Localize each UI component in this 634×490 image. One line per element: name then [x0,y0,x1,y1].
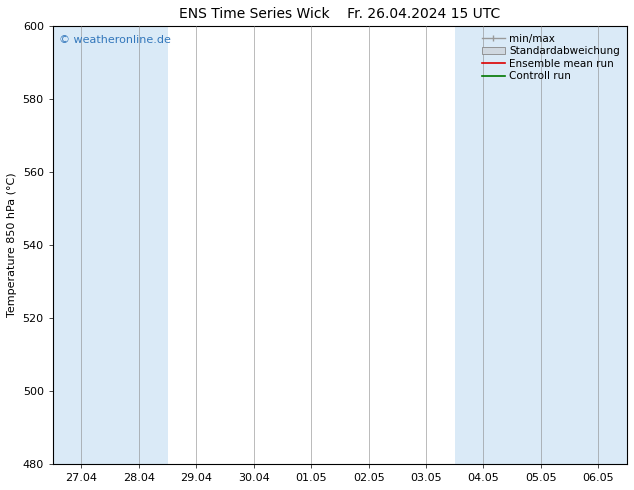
Legend: min/max, Standardabweichung, Ensemble mean run, Controll run: min/max, Standardabweichung, Ensemble me… [480,31,622,83]
Bar [53,26,110,464]
Bar [512,26,569,464]
Text: © weatheronline.de: © weatheronline.de [58,35,171,45]
Title: ENS Time Series Wick    Fr. 26.04.2024 15 UTC: ENS Time Series Wick Fr. 26.04.2024 15 U… [179,7,500,21]
Bar [110,26,167,464]
Bar [569,26,627,464]
Bar [455,26,512,464]
Y-axis label: Temperature 850 hPa (°C): Temperature 850 hPa (°C) [7,173,17,318]
